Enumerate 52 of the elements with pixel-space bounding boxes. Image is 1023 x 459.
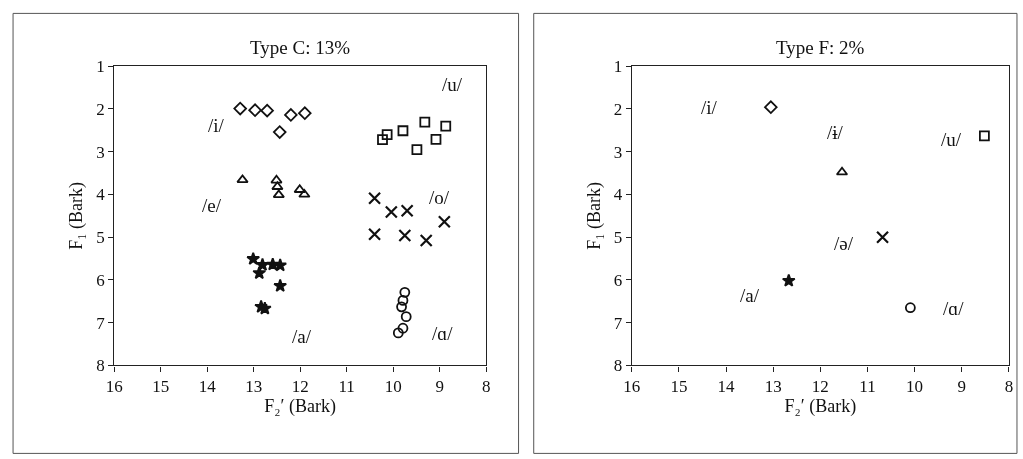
y-axis-title: F₁ (Bark) bbox=[583, 181, 605, 250]
series-label: /e/ bbox=[202, 195, 222, 216]
x-axis-title: F₂′ (Bark) bbox=[784, 396, 857, 417]
series-label: /a/ bbox=[740, 285, 760, 306]
y-tick-label: 3 bbox=[613, 142, 623, 162]
x-tick-label: 10 bbox=[384, 376, 402, 396]
x-tick-label: 16 bbox=[105, 376, 123, 396]
series-label: /u/ bbox=[941, 129, 962, 150]
series-label: /o/ bbox=[429, 187, 450, 208]
text: /i/ bbox=[701, 97, 718, 118]
x-tick-label: 9 bbox=[957, 376, 967, 396]
chart-title: Type F: 2% bbox=[776, 37, 865, 58]
series-label: /u/ bbox=[442, 74, 463, 95]
y-tick-label: 6 bbox=[96, 270, 105, 290]
y-tick-label: 1 bbox=[96, 57, 105, 77]
y-tick-label: 3 bbox=[96, 142, 105, 162]
y-tick-label: 4 bbox=[96, 185, 106, 205]
x-tick-label: 8 bbox=[481, 376, 491, 396]
x-tick-label: 14 bbox=[198, 376, 217, 396]
x-tick-label: 13 bbox=[245, 376, 263, 396]
y-tick-label: 2 bbox=[96, 99, 105, 119]
series-label: /ɨ/ bbox=[827, 122, 844, 143]
series-label: /i/ bbox=[208, 115, 225, 136]
series-label: /ə/ bbox=[834, 233, 854, 254]
y-tick-label: 1 bbox=[613, 57, 623, 77]
x-tick-label: 11 bbox=[859, 376, 876, 396]
x-tick-label: 11 bbox=[338, 376, 355, 396]
series-label: /ɑ/ bbox=[943, 298, 965, 319]
x-tick-label: 12 bbox=[291, 376, 309, 396]
y-tick-label: 4 bbox=[613, 185, 623, 205]
y-tick-label: 2 bbox=[613, 99, 623, 119]
y-tick-label: 8 bbox=[96, 356, 105, 376]
y-tick-label: 7 bbox=[613, 313, 623, 333]
y-tick-label: 8 bbox=[613, 356, 623, 376]
x-tick-label: 9 bbox=[435, 376, 444, 396]
y-tick-label: 7 bbox=[96, 313, 106, 333]
x-tick-label: 8 bbox=[1004, 376, 1014, 396]
y-tick-label: 5 bbox=[613, 228, 623, 248]
y-tick-label: 5 bbox=[96, 228, 105, 248]
series-label: /a/ bbox=[292, 326, 312, 347]
y-axis-title: F₁ (Bark) bbox=[66, 181, 88, 250]
x-tick-label: 14 bbox=[717, 376, 736, 396]
x-tick-label: 16 bbox=[623, 376, 641, 396]
x-tick-label: 15 bbox=[670, 376, 688, 396]
chart-title: Type C: 13% bbox=[250, 37, 351, 58]
x-tick-label: 12 bbox=[811, 376, 829, 396]
x-tick-label: 13 bbox=[764, 376, 782, 396]
x-axis-title: F₂′ (Bark) bbox=[264, 396, 337, 417]
x-tick-label: 15 bbox=[152, 376, 170, 396]
series-label: /ɑ/ bbox=[432, 323, 454, 344]
x-tick-label: 10 bbox=[906, 376, 924, 396]
y-tick-label: 6 bbox=[613, 270, 623, 290]
